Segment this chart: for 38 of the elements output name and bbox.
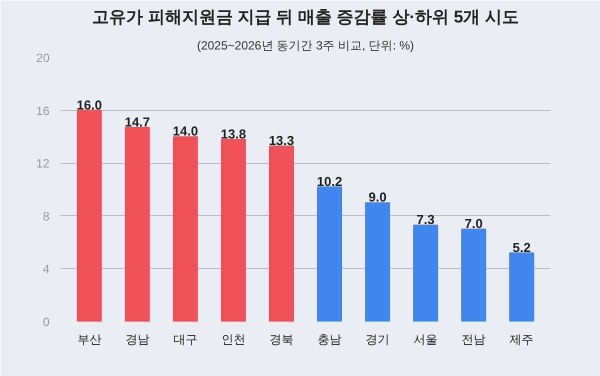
bar: [461, 228, 486, 322]
data-label: 7.0: [464, 216, 483, 232]
data-label: 13.8: [220, 126, 246, 142]
y-tick-label: 12: [36, 156, 50, 171]
bar: [268, 145, 294, 322]
x-tick-label: 경남: [125, 332, 150, 346]
y-tick-label: 0: [42, 315, 50, 329]
x-tick-label: 서울: [414, 332, 438, 346]
data-label: 13.3: [268, 132, 294, 148]
data-label: 16.0: [76, 97, 102, 112]
chart-subtitle: (2025~2026년 동기간 3주 비교, 단위: %): [196, 38, 414, 52]
y-tick-label: 16: [36, 104, 50, 118]
x-tick-label: 경기: [366, 332, 390, 346]
data-label: 7.3: [416, 212, 435, 228]
data-label: 9.0: [368, 190, 387, 205]
x-tick-label: 부산: [77, 332, 102, 346]
bar: [365, 202, 390, 322]
bar: [413, 224, 438, 322]
x-tick-label: 전남: [462, 332, 486, 346]
data-label: 10.2: [316, 174, 342, 189]
bar: [172, 136, 198, 322]
bar: [124, 126, 150, 322]
data-label: 14.0: [172, 124, 198, 139]
bar: [509, 252, 534, 322]
x-tick-label: 제주: [510, 332, 534, 346]
x-tick-label: 대구: [173, 332, 198, 346]
bar: [220, 138, 246, 322]
x-tick-label: 충남: [318, 332, 342, 346]
bar: [76, 110, 102, 322]
x-tick-label: 인천: [221, 332, 246, 346]
data-label: 5.2: [512, 240, 531, 255]
chart-title: 고유가 피해지원금 지급 뒤 매출 증감률 상·하위 5개 시도: [92, 8, 519, 26]
x-tick-label: 경북: [269, 332, 294, 346]
y-tick-label: 20: [36, 51, 50, 65]
y-tick-label: 4: [42, 262, 50, 276]
bar: [317, 186, 342, 322]
data-label: 14.7: [124, 114, 150, 130]
y-tick-label: 8: [42, 209, 50, 224]
